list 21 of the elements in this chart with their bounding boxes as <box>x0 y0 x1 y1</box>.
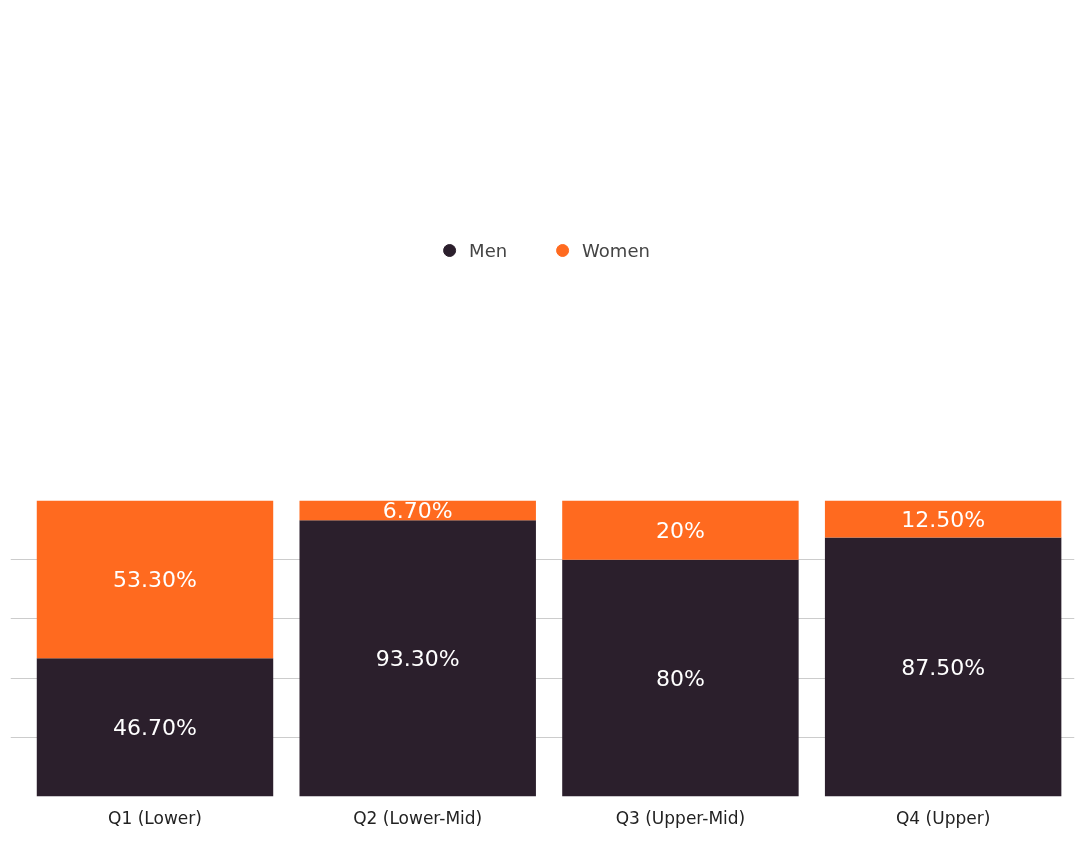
data-label: 12.50% <box>901 506 986 532</box>
bar <box>299 520 536 797</box>
data-label: 93.30% <box>375 645 460 671</box>
x-tick-label: Q4 (Upper) <box>895 807 991 828</box>
x-tick-label: Q2 (Lower-Mid) <box>353 807 483 828</box>
bar <box>36 658 274 797</box>
data-label: 87.50% <box>901 654 986 680</box>
data-label: 46.70% <box>113 714 197 740</box>
data-label: 6.70% <box>382 497 453 523</box>
data-label: 80% <box>655 665 705 691</box>
data-label: 53.30% <box>113 566 197 592</box>
x-tick-label: Q1 (Lower) <box>108 807 202 828</box>
bar <box>824 537 1062 797</box>
legend-label: Men <box>469 239 508 261</box>
bar <box>36 500 274 659</box>
bar <box>562 500 799 560</box>
bar <box>562 559 799 797</box>
data-label: 20% <box>655 517 705 543</box>
legend-label: Women <box>582 239 650 261</box>
x-tick-label: Q3 (Upper-Mid) <box>615 807 746 828</box>
bar <box>824 500 1062 538</box>
